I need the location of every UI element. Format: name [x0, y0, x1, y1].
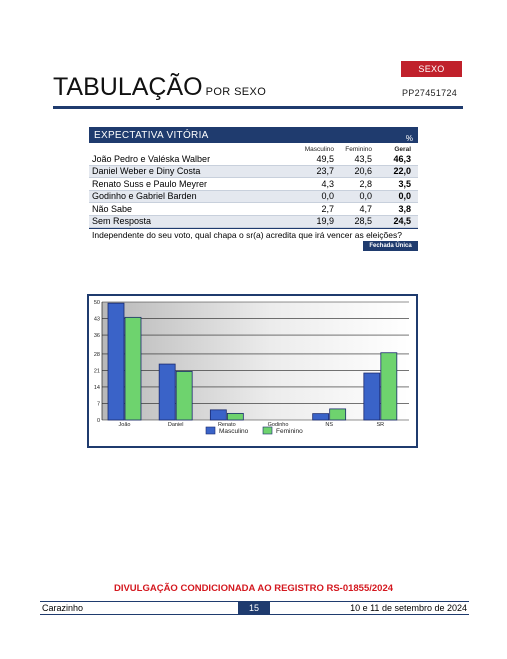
cell-geral: 3,8 — [398, 203, 411, 214]
legend-label: Feminino — [276, 428, 303, 435]
cell-masculino: 49,5 — [316, 153, 334, 164]
cell-geral: 22,0 — [393, 166, 411, 177]
page-title: TABULAÇÃO POR SEXO — [53, 72, 266, 107]
header-divider — [53, 106, 463, 109]
table-title-bar: EXPECTATIVA VITÓRIA % — [89, 127, 418, 143]
disclaimer-text: DIVULGAÇÃO CONDICIONADA AO REGISTRO RS-0… — [113, 583, 394, 594]
percent-label: % — [405, 133, 413, 143]
footer-date: 10 e 11 de setembro de 2024 — [350, 603, 467, 613]
page-title-main: TABULAÇÃO — [53, 73, 203, 101]
row-label: Não Sabe — [92, 203, 133, 214]
bar-feminino — [226, 412, 244, 421]
bar-feminino — [329, 408, 347, 421]
row-label: Renato Suss e Paulo Meyrer — [92, 178, 208, 189]
x-tick-label: SR — [377, 422, 385, 428]
bar-masculino — [158, 363, 176, 421]
cell-geral: 0,0 — [398, 191, 411, 202]
column-header-masculino: Masculino — [304, 146, 334, 153]
bar-masculino — [209, 409, 227, 421]
x-tick-label: Renato — [218, 422, 236, 428]
table-title: EXPECTATIVA VITÓRIA — [94, 129, 209, 141]
y-tick-label: 36 — [94, 333, 100, 339]
cell-feminino: 28,5 — [354, 216, 372, 227]
survey-code: PP27451724 — [402, 88, 458, 98]
bar-chart: 0 7 14 21 28 36 43 50 João Daniel Renato Godinho NS S… — [87, 294, 418, 448]
cell-feminino: 4,7 — [359, 203, 372, 214]
column-header-geral: Geral — [394, 146, 411, 153]
bar-feminino — [175, 370, 193, 421]
plot-area — [102, 302, 409, 420]
table-row: Sem Resposta 19,9 28,5 24,5 — [89, 215, 418, 228]
page-footer: Carazinho 15 10 e 11 de setembro de 2024 — [40, 601, 469, 615]
y-tick-label: 28 — [94, 352, 100, 358]
legend-label: Masculino — [219, 428, 249, 435]
cell-geral: 46,3 — [393, 153, 411, 164]
row-label: Sem Resposta — [92, 216, 152, 227]
cell-masculino: 4,3 — [321, 178, 334, 189]
cell-feminino: 20,6 — [354, 166, 372, 177]
table-row: Godinho e Gabriel Barden 0,0 0,0 0,0 — [89, 190, 418, 203]
bar-masculino — [363, 372, 381, 421]
table-column-headers: Masculino Feminino Geral — [89, 143, 418, 153]
cell-masculino: 23,7 — [316, 166, 334, 177]
y-tick-label: 21 — [94, 368, 100, 374]
y-tick-label: 7 — [97, 401, 100, 407]
table-row: Daniel Weber e Diny Costa 23,7 20,6 22,0 — [89, 165, 418, 178]
x-tick-label: João — [119, 422, 131, 428]
y-tick-label: 14 — [94, 385, 100, 391]
bar-masculino — [312, 413, 330, 421]
column-header-feminino: Feminino — [345, 146, 372, 153]
table-body: João Pedro e Valéska Walber 49,5 43,5 46,3 D… — [89, 153, 418, 228]
section-badge: SEXO — [401, 61, 462, 77]
cell-masculino: 0,0 — [321, 191, 334, 202]
row-label: João Pedro e Valéska Walber — [92, 153, 211, 164]
cell-masculino: 19,9 — [316, 216, 334, 227]
cell-feminino: 2,8 — [359, 178, 372, 189]
row-label: Daniel Weber e Diny Costa — [92, 166, 201, 177]
cell-geral: 24,5 — [393, 216, 411, 227]
x-tick-label: NS — [325, 422, 333, 428]
page-subtitle: POR SEXO — [205, 86, 267, 98]
table-row: Renato Suss e Paulo Meyrer 4,3 2,8 3,5 — [89, 178, 418, 191]
footer-city: Carazinho — [42, 603, 84, 613]
x-tick-label: Daniel — [168, 422, 184, 428]
table-row: Não Sabe 2,7 4,7 3,8 — [89, 203, 418, 216]
x-tick-label: Godinho — [268, 422, 289, 428]
cell-feminino: 0,0 — [359, 191, 372, 202]
row-label: Godinho e Gabriel Barden — [92, 191, 197, 202]
question-type-badge: Fechada Única — [363, 241, 418, 251]
results-table: EXPECTATIVA VITÓRIA % Masculino Feminino… — [89, 127, 418, 251]
cell-feminino: 43,5 — [354, 153, 372, 164]
question-text: Independente do seu voto, qual chapa o s… — [89, 228, 418, 241]
page-number: 15 — [238, 602, 270, 614]
cell-masculino: 2,7 — [321, 203, 334, 214]
chart-canvas: 0 7 14 21 28 36 43 50 João Daniel Renato Godinho NS S… — [94, 300, 409, 435]
table-row: João Pedro e Valéska Walber 49,5 43,5 46,3 — [89, 153, 418, 166]
legend-swatch — [205, 426, 216, 435]
bar-feminino — [124, 316, 142, 421]
y-tick-label: 43 — [94, 317, 100, 323]
cell-geral: 3,5 — [398, 178, 411, 189]
bar-masculino — [107, 302, 125, 421]
bar-feminino — [380, 352, 398, 421]
y-tick-label: 50 — [94, 300, 100, 306]
legend-swatch — [262, 426, 273, 435]
y-tick-label: 0 — [97, 418, 100, 424]
